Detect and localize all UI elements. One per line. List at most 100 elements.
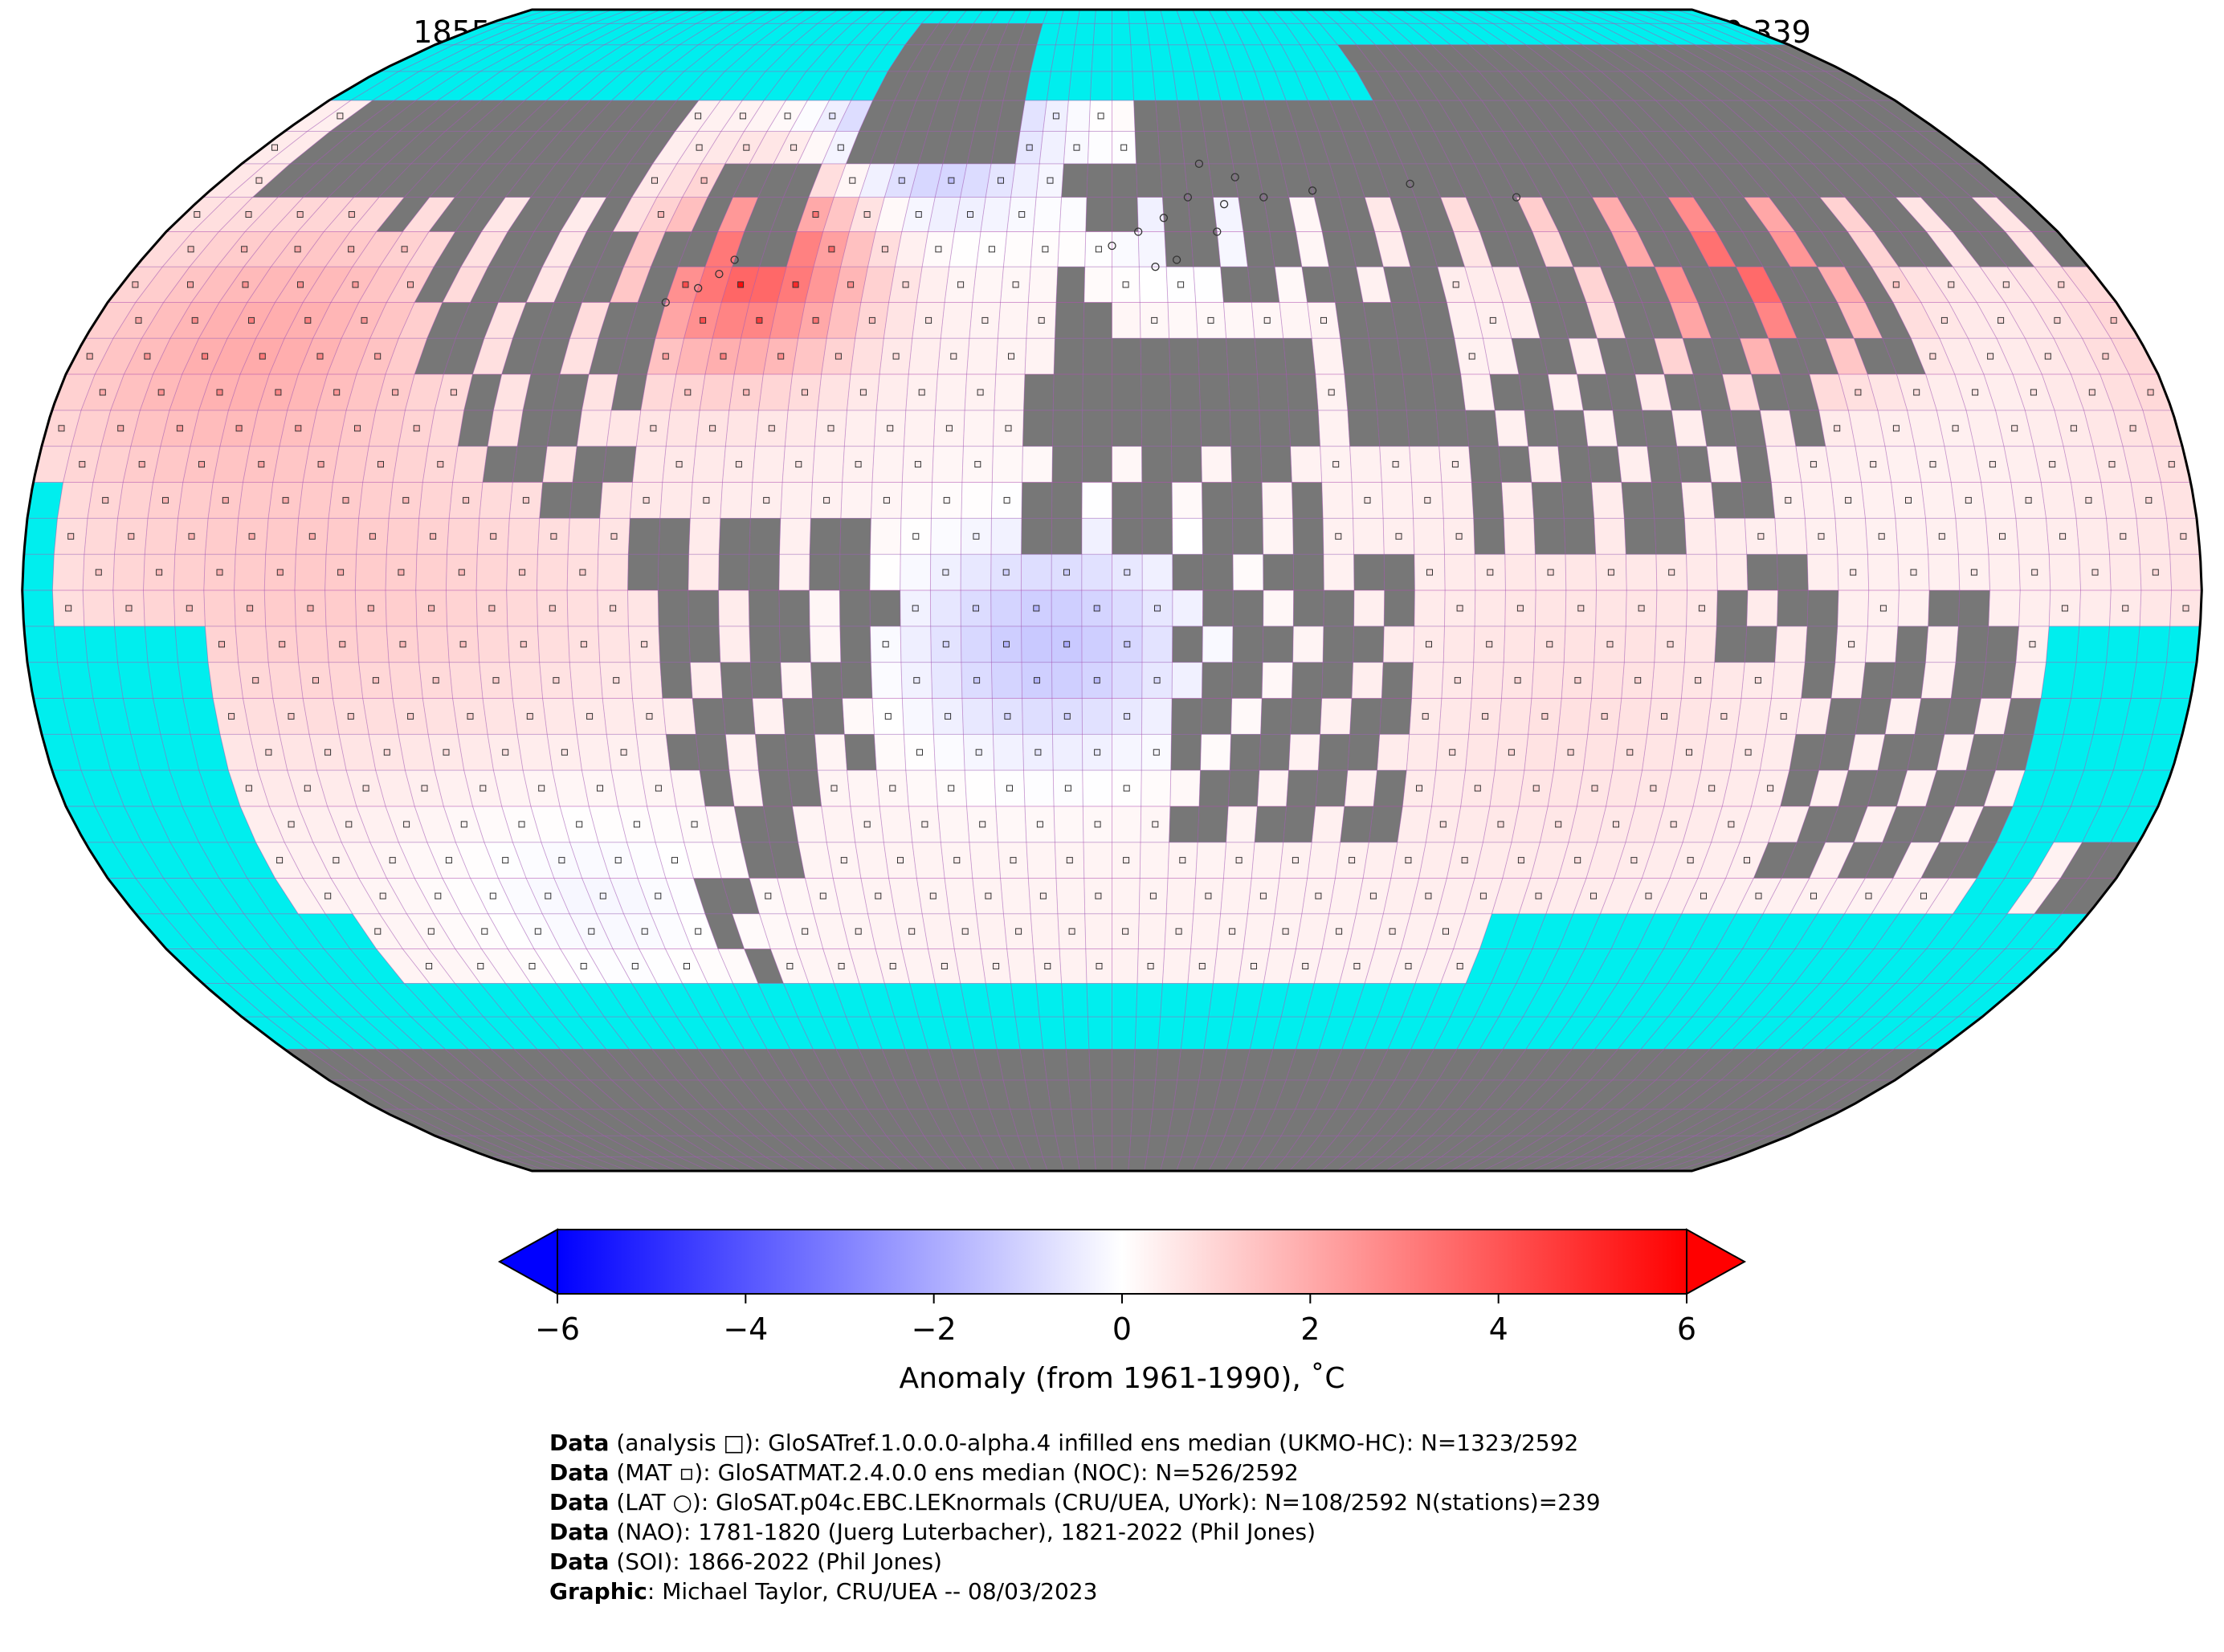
land-missing-cell: [744, 1049, 786, 1080]
anomaly-cell: [991, 662, 1022, 699]
land-missing-cell: [1251, 1136, 1282, 1157]
land-missing-cell: [547, 410, 582, 447]
analysis-marker: [1514, 677, 1521, 684]
anomaly-cell: [809, 590, 840, 626]
anomaly-cell: [1296, 231, 1329, 267]
anomaly-cell: [213, 446, 250, 483]
analysis-marker: [294, 246, 301, 253]
analysis-marker: [1970, 569, 1977, 576]
anomaly-cell: [1722, 374, 1761, 410]
colorbar-tick-label: 0: [1112, 1311, 1132, 1347]
anomaly-cell: [1320, 698, 1352, 735]
analysis-marker: [889, 785, 896, 792]
land-missing-cell: [1682, 71, 1743, 101]
anomaly-cell: [1365, 197, 1402, 232]
anomaly-cell: [1193, 267, 1224, 303]
land-missing-cell: [1873, 100, 1940, 132]
anomaly-cell: [1112, 100, 1136, 132]
analysis-marker: [915, 211, 922, 218]
anomaly-cell: [1981, 482, 2016, 519]
station-marker: [1183, 193, 1193, 202]
analysis-marker: [426, 963, 433, 969]
land-missing-cell: [651, 1049, 699, 1080]
land-missing-cell: [1129, 1136, 1150, 1157]
land-missing-cell: [1416, 100, 1457, 132]
analysis-marker: [1364, 496, 1371, 504]
anomaly-cell: [1082, 482, 1112, 519]
anomaly-cell: [1974, 698, 2011, 735]
anomaly-cell: [961, 554, 991, 590]
analysis-marker: [162, 496, 169, 504]
land-missing-cell: [1169, 374, 1201, 410]
land-missing-cell: [1169, 806, 1199, 842]
land-missing-cell: [404, 163, 459, 198]
land-missing-cell: [904, 1136, 939, 1157]
land-missing-cell: [1181, 131, 1209, 164]
land-missing-cell: [1289, 1156, 1320, 1171]
anomaly-cell: [205, 518, 239, 555]
land-missing-cell: [1944, 698, 1981, 735]
analysis-marker: [1879, 605, 1887, 612]
analysis-marker: [258, 461, 265, 468]
land-missing-cell: [572, 446, 607, 483]
land-missing-cell: [510, 1136, 575, 1157]
anomaly-cell: [937, 806, 969, 842]
analysis-marker: [1547, 569, 1554, 576]
anomaly-cell: [1348, 913, 1384, 949]
anomaly-cell: [589, 806, 627, 842]
anomaly-cell: [847, 770, 880, 806]
land-missing-cell: [1198, 100, 1227, 132]
analysis-marker: [823, 496, 830, 504]
anomaly-cell: [752, 698, 786, 735]
land-missing-cell: [835, 1049, 873, 1080]
analysis-marker: [1574, 857, 1581, 864]
anomaly-cell: [1112, 446, 1142, 483]
anomaly-cell: [2005, 231, 2062, 267]
analysis-marker: [490, 532, 497, 540]
land-missing-cell: [745, 1109, 793, 1136]
land-missing-cell: [1319, 131, 1354, 164]
anomaly-cell: [1795, 698, 1831, 735]
land-missing-cell: [1528, 1136, 1582, 1157]
anomaly-cell: [675, 338, 713, 374]
analysis-marker: [768, 425, 775, 432]
anomaly-cell: [900, 626, 932, 663]
analysis-marker: [859, 389, 867, 396]
anomaly-cell: [95, 338, 142, 374]
land-missing-cell: [973, 1049, 1004, 1080]
land-missing-cell: [1247, 267, 1279, 303]
analysis-marker: [1003, 641, 1010, 648]
land-missing-cell: [1112, 163, 1137, 198]
anomaly-cell: [1441, 482, 1474, 519]
land-missing-cell: [1473, 518, 1505, 555]
land-missing-cell: [633, 1079, 684, 1110]
land-missing-cell: [1459, 1049, 1504, 1080]
land-missing-cell: [1300, 1109, 1336, 1136]
analysis-marker: [1392, 461, 1399, 468]
land-missing-cell: [1837, 842, 1883, 879]
anomaly-cell: [1051, 590, 1082, 626]
analysis-marker: [156, 569, 163, 576]
anomaly-cell: [1006, 948, 1037, 984]
land-missing-cell: [1401, 231, 1438, 267]
land-missing-cell: [1677, 100, 1733, 132]
land-missing-cell: [429, 163, 484, 198]
land-missing-cell: [1797, 338, 1838, 374]
anomaly-cell: [1939, 806, 1984, 842]
anomaly-cell: [192, 197, 253, 232]
analysis-marker: [579, 569, 586, 576]
land-missing-cell: [754, 1136, 801, 1157]
land-missing-cell: [859, 1049, 895, 1080]
analysis-marker: [977, 389, 984, 396]
land-missing-cell: [582, 1109, 643, 1136]
land-missing-cell: [1676, 1109, 1744, 1136]
land-missing-cell: [583, 1049, 634, 1080]
land-missing-cell: [556, 163, 605, 198]
land-missing-cell: [1135, 131, 1161, 164]
anomaly-cell: [112, 554, 145, 590]
analysis-marker: [1251, 963, 1257, 969]
land-missing-cell: [1778, 131, 1838, 164]
analysis-marker: [282, 496, 289, 504]
land-missing-cell: [540, 1156, 597, 1171]
land-missing-cell: [1954, 770, 1996, 806]
